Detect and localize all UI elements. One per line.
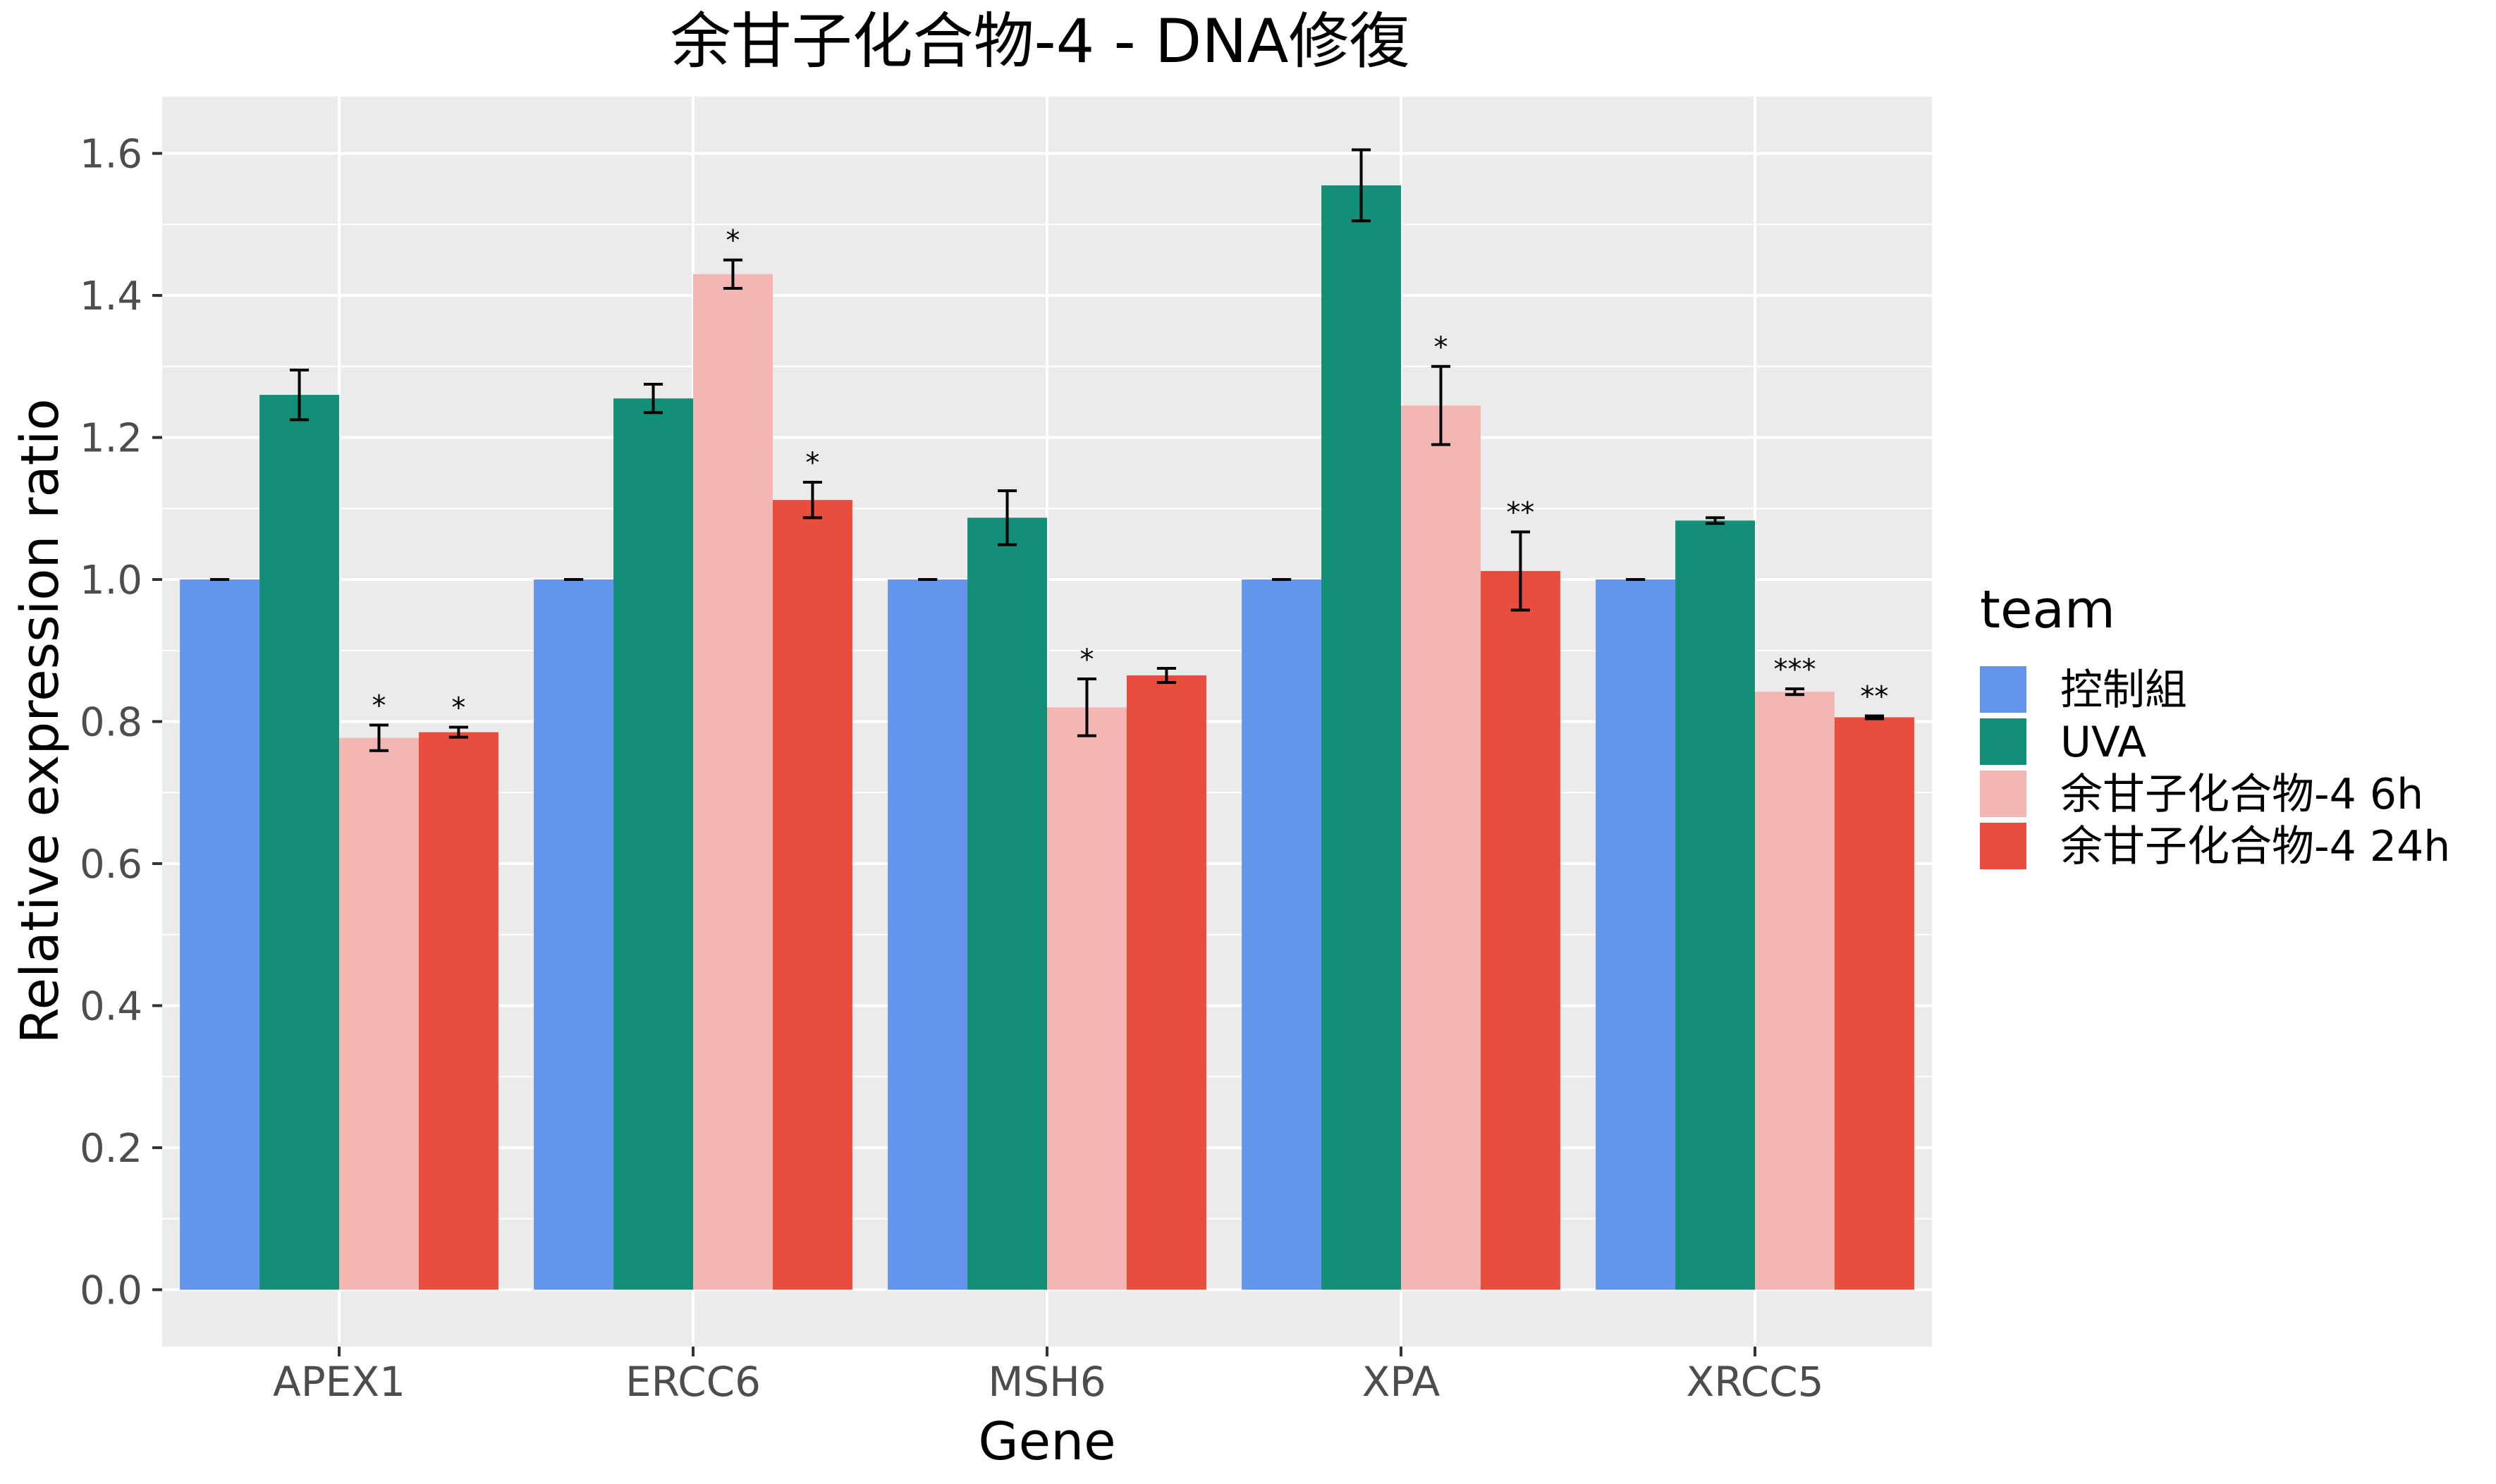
y-tick-label: 0.0 bbox=[80, 1268, 142, 1313]
bar-ercc6-series-1 bbox=[534, 580, 614, 1290]
y-tick-label: 1.2 bbox=[80, 416, 142, 462]
bar-apex1-series-3 bbox=[339, 737, 419, 1290]
bar-msh6-series-3 bbox=[1047, 707, 1127, 1290]
bar-msh6-series-1 bbox=[888, 580, 968, 1290]
bar-xpa-series-1 bbox=[1242, 580, 1322, 1290]
bar-xrcc5-series-4 bbox=[1834, 717, 1914, 1290]
x-tick-label: APEX1 bbox=[273, 1358, 405, 1406]
y-tick-label: 0.8 bbox=[80, 700, 142, 746]
bar-xrcc5-series-3 bbox=[1755, 692, 1835, 1290]
significance-label: * bbox=[726, 225, 740, 257]
significance-label: *** bbox=[1773, 654, 1816, 686]
bar-ercc6-series-2 bbox=[613, 398, 693, 1290]
significance-label: * bbox=[372, 690, 386, 723]
legend-label: UVA bbox=[2060, 718, 2146, 767]
x-tick-label: ERCC6 bbox=[625, 1358, 761, 1406]
bar-apex1-series-4 bbox=[418, 732, 498, 1290]
legend-label: 控制組 bbox=[2060, 666, 2187, 715]
y-tick-label: 0.2 bbox=[80, 1126, 142, 1172]
bar-ercc6-series-4 bbox=[772, 500, 852, 1290]
bar-xrcc5-series-2 bbox=[1675, 520, 1755, 1290]
y-axis-title: Relative expression ratio bbox=[10, 398, 71, 1043]
significance-marks: ************* bbox=[372, 225, 1888, 725]
y-tick-label: 1.4 bbox=[80, 274, 142, 319]
error-bars bbox=[210, 148, 1884, 752]
y-tick-label: 1.6 bbox=[80, 132, 142, 178]
bar-apex1-series-2 bbox=[259, 395, 339, 1290]
significance-label: * bbox=[451, 692, 465, 725]
x-tick-label: XPA bbox=[1362, 1358, 1440, 1406]
legend-swatch bbox=[1980, 771, 2026, 817]
x-axis-title: Gene bbox=[978, 1411, 1115, 1472]
bar-msh6-series-2 bbox=[967, 517, 1047, 1290]
bar-xpa-series-4 bbox=[1480, 570, 1560, 1290]
significance-label: ** bbox=[1860, 680, 1888, 713]
x-tick-label: MSH6 bbox=[988, 1358, 1106, 1406]
significance-label: * bbox=[805, 447, 819, 479]
bars bbox=[180, 185, 1914, 1290]
legend-swatch bbox=[1980, 718, 2026, 765]
legend-swatch bbox=[1980, 666, 2026, 713]
y-tick-label: 0.4 bbox=[80, 983, 142, 1029]
x-tick-label: XRCC5 bbox=[1686, 1358, 1823, 1406]
legend-title: team bbox=[1980, 580, 2115, 640]
legend-label: 余甘子化合物-4 6h bbox=[2060, 770, 2423, 819]
bar-xrcc5-series-1 bbox=[1596, 580, 1676, 1290]
legend-swatch bbox=[1980, 823, 2026, 869]
axes: 0.0 0.2 0.4 0.6 0.8 1.0 1.2 1.4 1.6 APEX1 ERCC6 MSH… bbox=[80, 132, 1824, 1406]
bar-ercc6-series-3 bbox=[693, 274, 773, 1290]
bar-xpa-series-2 bbox=[1321, 185, 1401, 1290]
chart-title: 余甘子化合物-4 - DNA修復 bbox=[671, 6, 1410, 77]
bar-xpa-series-3 bbox=[1401, 405, 1481, 1290]
bar-apex1-series-1 bbox=[180, 580, 260, 1290]
significance-label: * bbox=[1079, 644, 1094, 676]
significance-label: * bbox=[1433, 331, 1448, 364]
bar-msh6-series-4 bbox=[1126, 675, 1206, 1290]
y-tick-label: 0.6 bbox=[80, 842, 142, 888]
significance-label: ** bbox=[1506, 497, 1534, 529]
y-tick-label: 1.0 bbox=[80, 558, 142, 603]
legend-label: 余甘子化合物-4 24h bbox=[2060, 822, 2450, 871]
